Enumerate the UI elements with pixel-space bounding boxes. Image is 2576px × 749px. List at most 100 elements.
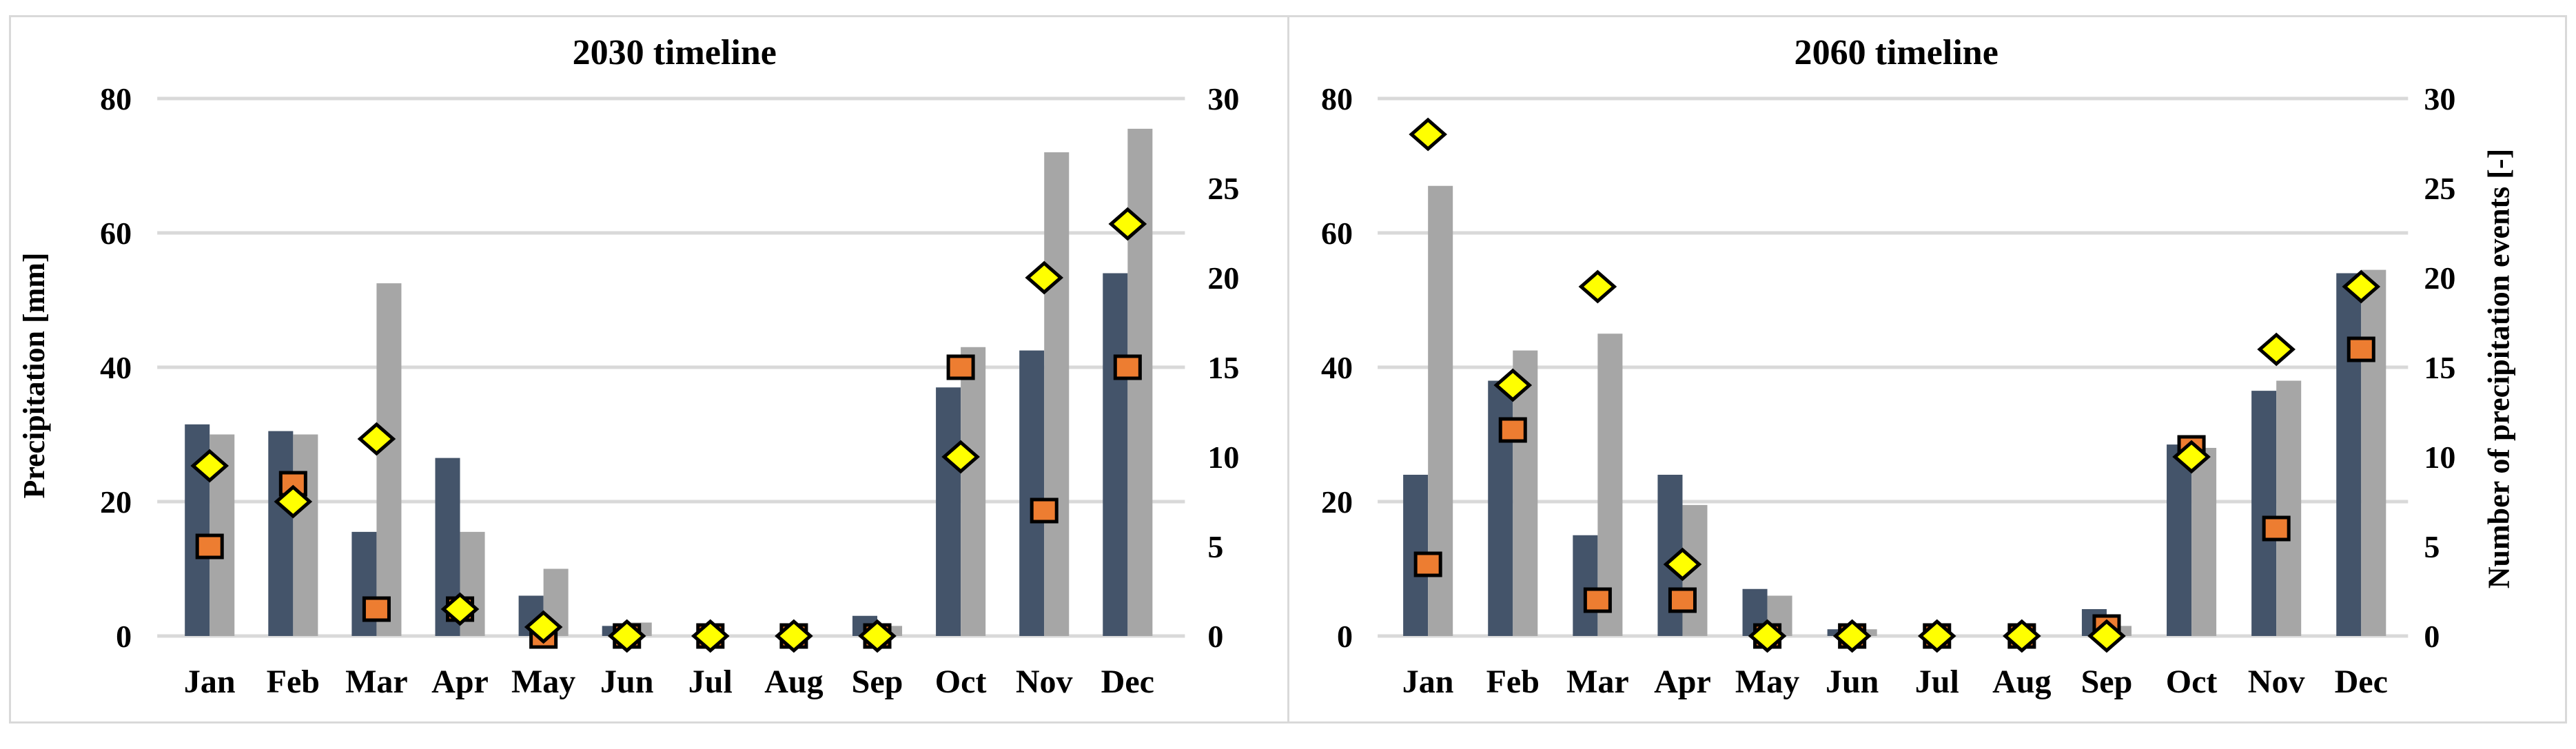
marker-diamond-Apr (1663, 547, 1701, 582)
marker-diamond-Jan (190, 449, 229, 483)
marker-diamond-Sep (858, 619, 897, 653)
month-label-Apr: Apr (1654, 664, 1711, 700)
marker-diamond-Feb (274, 484, 313, 519)
left-axis-tick-0: 0 (1337, 619, 1353, 654)
month-label-Mar: Mar (1566, 664, 1629, 700)
month-label-Oct: Oct (935, 664, 987, 700)
month-label-Jul: Jul (1914, 664, 1959, 700)
left-axis-title: Precipitation [mm] (17, 252, 51, 498)
month-label-Sep: Sep (852, 664, 903, 700)
bar-dark-Nov (1019, 350, 1045, 636)
marker-diamond-Dec (1108, 207, 1147, 241)
marker-diamond-Jun (607, 619, 646, 653)
left-axis-tick-0: 0 (116, 619, 132, 654)
right-axis-title: Number of precipitation events [-] (2482, 149, 2515, 588)
right-axis-tick-30: 30 (2424, 81, 2455, 116)
marker-diamond-Mar (1578, 269, 1617, 304)
marker-diamond-Aug (775, 619, 813, 653)
chart-2060: 0 20 40 60 80 0 5 10 15 20 25 30 Jan Feb Mar Apr May Jun J… (1321, 33, 2515, 700)
marker-diamond-May (524, 610, 563, 644)
right-axis-tick-10: 10 (2424, 440, 2455, 475)
bar-gray-Dec (2360, 269, 2386, 636)
month-label-May: May (1735, 664, 1799, 700)
month-label-May: May (511, 664, 575, 700)
month-label-Jul: Jul (688, 664, 733, 700)
marker-square-Mar (1583, 587, 1612, 613)
bar-dark-Oct (936, 387, 961, 636)
bar-gray-Oct (2191, 448, 2216, 636)
left-axis-tick-40: 40 (100, 350, 132, 385)
bar-gray-Feb (293, 434, 318, 636)
bar-dark-Mar (1572, 535, 1597, 636)
right-axis-tick-5: 5 (2424, 529, 2440, 564)
left-axis-tick-80: 80 (100, 81, 132, 116)
bar-gray-Nov (2276, 380, 2301, 636)
marker-diamond-Jul (691, 619, 730, 653)
month-label-Mar: Mar (345, 664, 408, 700)
month-label-Nov: Nov (1016, 664, 1073, 700)
marker-square-Dec (2347, 336, 2375, 362)
left-axis-tick-80: 80 (1321, 81, 1353, 116)
precipitation-comparison-figure: 0 20 40 60 80 0 5 10 15 20 25 30 Jan Feb Mar Apr May Jun J… (9, 15, 2567, 724)
month-label-Oct: Oct (2165, 664, 2217, 700)
chart-panel-2060: 0 20 40 60 80 0 5 10 15 20 25 30 Jan Feb Mar Apr May Jun J… (1289, 17, 2565, 721)
bar-gray-Dec (1127, 128, 1153, 636)
month-label-Dec: Dec (1101, 664, 1154, 700)
bar-dark-Feb (268, 431, 294, 636)
right-axis-tick-0: 0 (1207, 619, 1223, 654)
month-label-Feb: Feb (1486, 664, 1539, 700)
right-axis-tick-30: 30 (1207, 81, 1239, 116)
marker-diamond-Sep (2087, 619, 2126, 653)
marker-diamond-Apr (440, 592, 480, 626)
bar-gray-Oct (961, 347, 986, 636)
bar-gray-Mar (1597, 334, 1622, 636)
marker-diamond-Aug (2002, 619, 2041, 653)
marker-diamond-Dec (2341, 269, 2380, 304)
month-label-Sep: Sep (2081, 664, 2132, 700)
right-axis-tick-5: 5 (1207, 529, 1223, 564)
right-axis-tick-20: 20 (2424, 260, 2455, 296)
month-label-Aug: Aug (1992, 664, 2051, 700)
right-axis-tick-25: 25 (2424, 171, 2455, 206)
month-label-Apr: Apr (431, 664, 489, 700)
chart-title: 2060 timeline (1794, 33, 1998, 72)
marker-square-Nov (2262, 515, 2291, 542)
bar-gray-Mar (376, 283, 402, 636)
right-axis-tick-10: 10 (1207, 440, 1239, 475)
bar-dark-Dec (2335, 273, 2361, 636)
marker-diamond-Oct (941, 440, 980, 474)
marker-diamond-Jan (1408, 117, 1447, 152)
right-axis-tick-20: 20 (1207, 260, 1239, 296)
month-label-Jun: Jun (1825, 664, 1878, 700)
month-label-Nov: Nov (2247, 664, 2304, 700)
bar-gray-Nov (1044, 152, 1070, 636)
marker-diamond-Nov (2256, 332, 2296, 367)
bar-dark-Oct (2166, 444, 2191, 636)
bar-dark-Nov (2251, 391, 2276, 636)
right-axis-tick-15: 15 (2424, 350, 2455, 385)
marker-diamond-May (1748, 619, 1786, 653)
marker-square-Feb (1498, 417, 1527, 443)
marker-diamond-Mar (357, 422, 396, 456)
chart-panel-2030: 0 20 40 60 80 0 5 10 15 20 25 30 Jan Feb Mar Apr May Jun J… (11, 17, 1289, 721)
month-label-Jun: Jun (600, 664, 653, 700)
right-axis-tick-15: 15 (1207, 350, 1239, 385)
month-label-Jan: Jan (184, 664, 236, 700)
marker-diamond-Feb (1493, 368, 1532, 402)
marker-square-Jan (195, 533, 224, 560)
bar-dark-Dec (1103, 273, 1128, 636)
right-axis-tick-0: 0 (2424, 619, 2440, 654)
left-axis-tick-40: 40 (1321, 350, 1353, 385)
left-axis-tick-20: 20 (1321, 484, 1353, 520)
month-label-Feb: Feb (267, 664, 320, 700)
chart-title: 2030 timeline (573, 33, 777, 72)
month-label-Aug: Aug (764, 664, 823, 700)
marker-square-Apr (1668, 587, 1697, 613)
left-axis-tick-20: 20 (100, 484, 132, 520)
right-axis-tick-25: 25 (1207, 171, 1239, 206)
month-label-Jan: Jan (1402, 664, 1453, 700)
marker-square-Jan (1413, 551, 1442, 577)
marker-diamond-Nov (1025, 260, 1064, 295)
marker-square-Dec (1113, 354, 1142, 380)
marker-square-Oct (946, 354, 975, 380)
